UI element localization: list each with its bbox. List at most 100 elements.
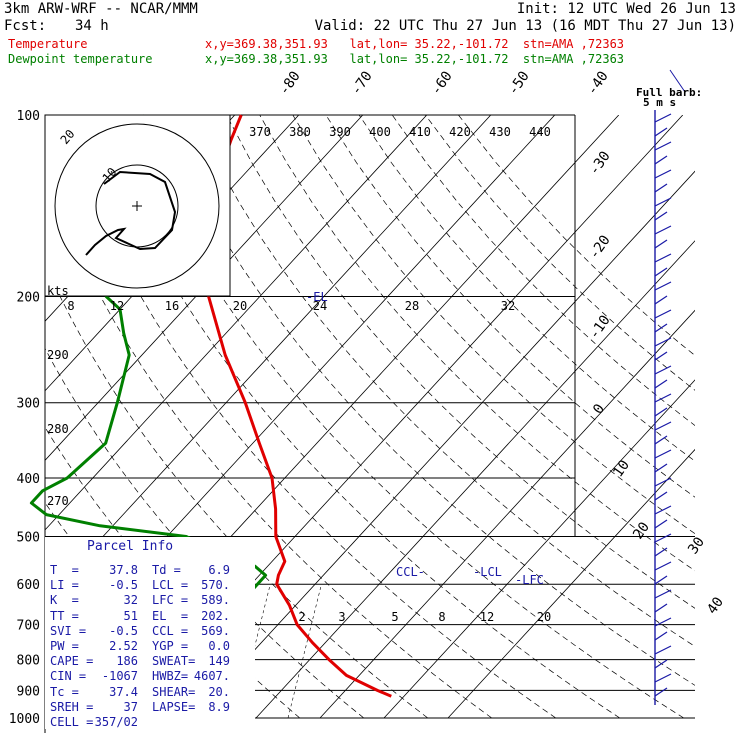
wind-barb bbox=[654, 309, 672, 319]
hodograph-center bbox=[132, 201, 142, 211]
dry-adiabat bbox=[425, 115, 695, 391]
isotherm bbox=[447, 448, 695, 719]
wind-barb bbox=[654, 225, 672, 235]
pressure-tick-label: 1000 bbox=[9, 712, 40, 727]
parcel-info-cell: -1067 bbox=[101, 669, 138, 684]
pressure-tick-label: 600 bbox=[17, 578, 40, 593]
wind-barb bbox=[654, 575, 668, 585]
parcel-info-cell: SHEAR= bbox=[152, 684, 196, 699]
legend-dewpoint-info: x,y=369.38,351.93 lat,lon= 35.22,-101.72… bbox=[205, 52, 625, 66]
parcel-info-cell: 51 bbox=[123, 608, 138, 623]
wind-barb bbox=[654, 337, 672, 347]
pressure-tick-label: 900 bbox=[17, 684, 40, 699]
pressure-tick-label: 700 bbox=[17, 619, 40, 634]
wind-barb bbox=[654, 183, 668, 193]
isotherm bbox=[383, 379, 695, 719]
wind-barb bbox=[654, 533, 672, 543]
wind-barb bbox=[654, 631, 668, 641]
wind-barb bbox=[654, 673, 672, 683]
wind-barb bbox=[654, 113, 672, 123]
isotherm bbox=[45, 115, 492, 601]
wind-barb bbox=[654, 589, 672, 599]
parcel-info-cell: HWBZ= bbox=[152, 669, 189, 684]
parcel-info-row: TT = 51 EL = 202. bbox=[50, 609, 255, 624]
parcel-info-title: Parcel Info bbox=[87, 539, 174, 554]
isotherm bbox=[255, 240, 695, 719]
parcel-info-cell: SVI = bbox=[50, 623, 87, 638]
isotherm bbox=[191, 170, 695, 719]
wind-barb bbox=[654, 239, 668, 249]
theta-label: 390 bbox=[329, 125, 351, 139]
pressure-tick-label: 800 bbox=[17, 654, 40, 669]
parcel-info-row: CIN = -1067 HWBZ= 4607. bbox=[50, 669, 255, 684]
parcel-info-cell: T = bbox=[50, 563, 79, 577]
lower-mixing-label: 20 bbox=[537, 610, 551, 624]
isotherm-label: -80 bbox=[276, 68, 304, 98]
isotherm bbox=[319, 309, 695, 719]
wind-barb bbox=[654, 351, 668, 361]
dry-adiabat bbox=[391, 115, 695, 426]
parcel-info-cell: 32 bbox=[123, 593, 138, 608]
parcel-info-row: SREH = 37 LAPSE= 8.9 bbox=[50, 700, 255, 715]
hodograph-kts-label: kts bbox=[47, 284, 69, 298]
parcel-info-cell: 149 bbox=[208, 654, 230, 669]
parcel-info-row: CELL = 357/02 bbox=[50, 715, 255, 730]
parcel-info-cell: LAPSE= bbox=[152, 699, 196, 714]
parcel-info-cell: CAPE = bbox=[50, 654, 94, 669]
parcel-info-cell: TT = bbox=[50, 608, 79, 623]
legend-temperature-name: Temperature bbox=[8, 37, 88, 51]
isotherm-label: 30 bbox=[685, 534, 708, 557]
mixing-ratio-label: 16 bbox=[165, 299, 179, 313]
isotherm bbox=[45, 115, 428, 531]
parcel-info-cell: SREH = bbox=[50, 699, 94, 714]
wind-barb bbox=[654, 491, 668, 501]
isotherm-label: -60 bbox=[428, 68, 456, 98]
isotherm-label: -70 bbox=[348, 68, 376, 98]
pressure-tick-label: 300 bbox=[17, 397, 40, 412]
wind-barb bbox=[654, 323, 668, 333]
wind-barb bbox=[654, 267, 668, 277]
wind-barb bbox=[654, 659, 668, 669]
parcel-info-row: T = 37.8 Td = 6.9 bbox=[50, 563, 255, 578]
mixing-ratio-label: 8 bbox=[67, 299, 74, 313]
wind-barb bbox=[654, 477, 672, 487]
pressure-tick-label: 100 bbox=[17, 109, 40, 124]
dry-adiabat bbox=[226, 115, 695, 609]
theta-label: 430 bbox=[489, 125, 511, 139]
legend-temperature-info: x,y=369.38,351.93 lat,lon= 35.22,-101.72… bbox=[205, 37, 625, 51]
init-time: Init: 12 UTC Wed 26 Jun 13 bbox=[516, 1, 736, 17]
level-label: -LCL bbox=[473, 565, 502, 579]
parcel-info-cell: LFC = bbox=[152, 593, 189, 608]
parcel-info-cell: 37 bbox=[123, 699, 138, 714]
parcel-info-cell: 37.4 bbox=[109, 684, 138, 699]
legend-dewpoint-name: Dewpoint temperature bbox=[8, 52, 153, 66]
wind-barb bbox=[654, 561, 672, 571]
parcel-info-row: CAPE = 186 SWEAT= 149 bbox=[50, 654, 255, 669]
dry-adiabat bbox=[292, 115, 695, 535]
pressure-tick-label: 500 bbox=[17, 530, 40, 545]
wind-barbs bbox=[654, 69, 686, 705]
lower-mixing-label: 5 bbox=[391, 610, 398, 624]
lower-mixing-label: 8 bbox=[438, 610, 445, 624]
theta-left-label: 280 bbox=[47, 422, 69, 436]
parcel-info-cell: 589. bbox=[201, 593, 230, 608]
isotherm-label: -50 bbox=[505, 68, 533, 98]
parcel-info-cell: LCL = bbox=[152, 578, 189, 593]
model-name: 3km ARW-WRF -- NCAR/MMM bbox=[4, 1, 198, 17]
lower-mixing-label: 3 bbox=[338, 610, 345, 624]
parcel-info-cell: EL = bbox=[152, 608, 189, 623]
pressure-tick-label: 200 bbox=[17, 291, 40, 306]
lower-mixing-label: 12 bbox=[480, 610, 494, 624]
barb-label-line2: 5 m s bbox=[643, 96, 677, 109]
barb-label-line1: Full barb: bbox=[636, 86, 703, 99]
parcel-info-cell: 186 bbox=[116, 654, 138, 669]
parcel-info-row: PW = 2.52 YGP = 0.0 bbox=[50, 639, 255, 654]
parcel-info-row: Tc = 37.4 SHEAR= 20. bbox=[50, 685, 255, 700]
isotherm-label: 10 bbox=[610, 457, 633, 480]
wind-barb bbox=[654, 211, 668, 221]
isotherm-label: 20 bbox=[630, 519, 653, 542]
dry-adiabat bbox=[259, 115, 695, 572]
parcel-info-cell: K = bbox=[50, 593, 79, 608]
theta-label: 400 bbox=[369, 125, 391, 139]
parcel-info-cell: -0.5 bbox=[109, 623, 138, 638]
